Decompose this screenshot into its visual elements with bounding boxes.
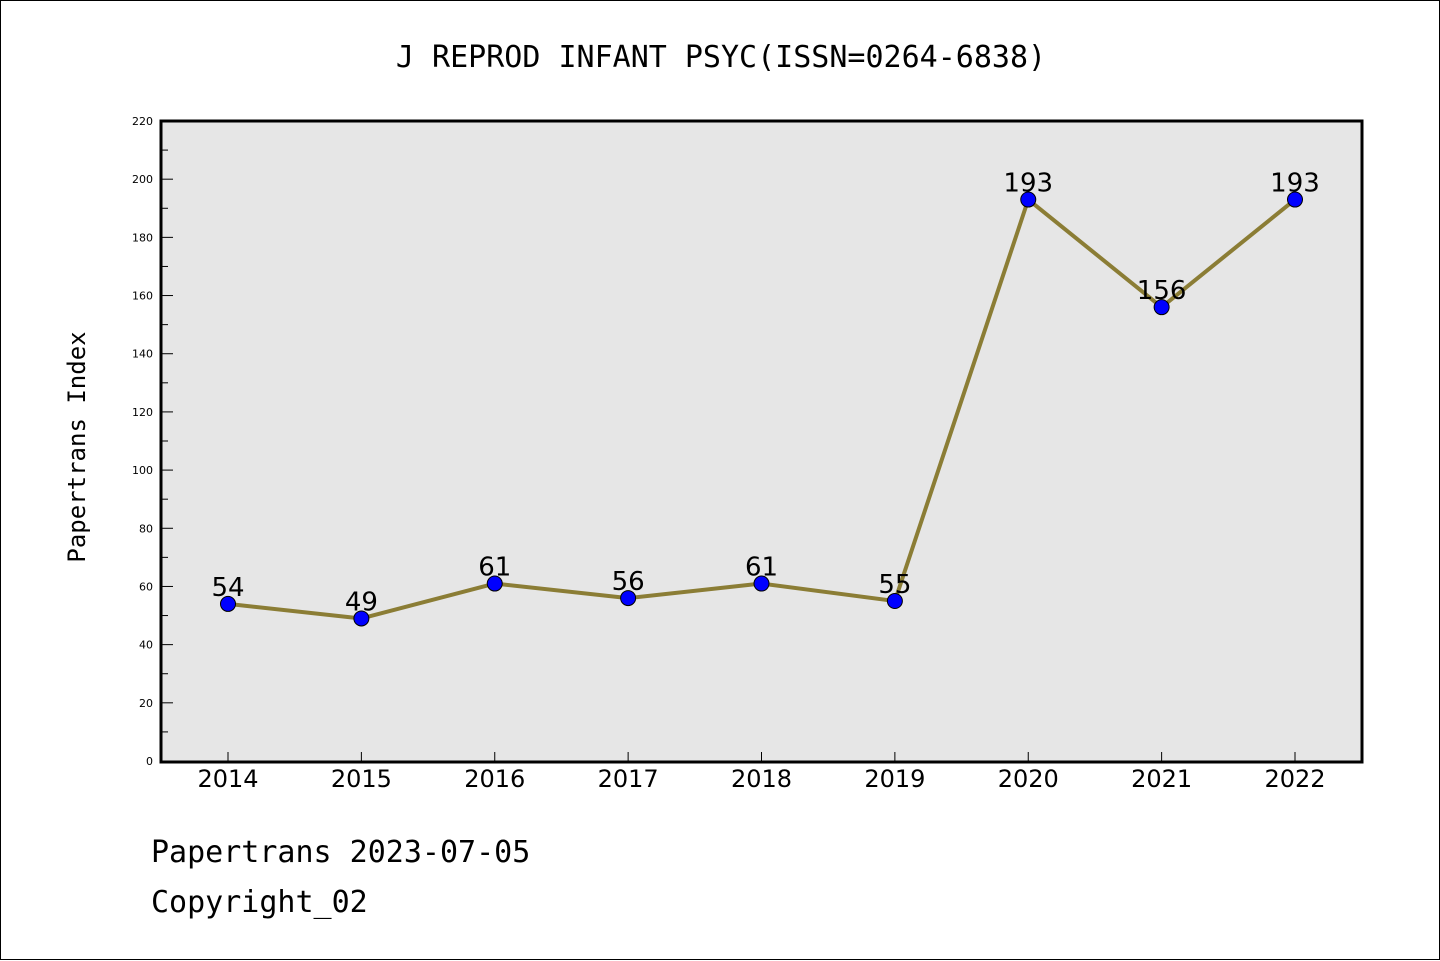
- plot-area: [159, 119, 1364, 764]
- y-axis: 0 20 40 60 80 100 120 140 160 180 200 220: [132, 115, 173, 768]
- y-tick-label: 200: [132, 173, 153, 186]
- data-point: [886, 593, 903, 609]
- chart-title: J REPROD INFANT PSYC(ISSN=0264-6838): [396, 40, 1046, 75]
- data-label: 49: [345, 587, 378, 617]
- data-point: [353, 610, 370, 627]
- data-point: [1287, 191, 1303, 208]
- x-tick-label: 2014: [197, 765, 258, 793]
- footer-date: Papertrans 2023-07-05: [151, 835, 531, 870]
- data-label: 156: [1137, 276, 1187, 306]
- x-tick-label: 2016: [464, 765, 525, 793]
- data-label: 193: [1270, 169, 1320, 199]
- y-tick-label: 160: [132, 290, 153, 303]
- data-point: [486, 575, 503, 592]
- x-axis: 2014 2015 2016 2017 2018 2019 2020 2021 2022: [197, 752, 1326, 793]
- x-tick-label: 2015: [331, 765, 392, 793]
- y-tick-label: 0: [146, 755, 153, 768]
- y-tick-label: 180: [132, 231, 153, 244]
- y-tick-label: 60: [139, 580, 153, 593]
- data-marker-group: [220, 191, 1303, 627]
- data-label: 193: [1003, 169, 1053, 199]
- y-tick-label: 20: [139, 697, 153, 710]
- x-tick-label: 2020: [998, 765, 1059, 793]
- data-point: [620, 590, 637, 607]
- y-tick-label: 140: [132, 348, 153, 361]
- data-label-group: 54 49 61 56 61 55 193 156 193: [211, 169, 1319, 618]
- data-label: 54: [211, 573, 244, 603]
- x-tick-label: 2021: [1131, 765, 1192, 793]
- data-label: 61: [478, 553, 511, 583]
- data-label: 61: [745, 553, 778, 583]
- data-label: 56: [612, 567, 645, 597]
- x-tick-label: 2018: [731, 765, 792, 793]
- data-point: [1153, 299, 1170, 316]
- y-tick-label: 120: [132, 406, 153, 419]
- data-point: [220, 595, 236, 612]
- data-point: [1020, 191, 1037, 208]
- y-axis-label: Papertrans Index: [63, 331, 91, 562]
- data-point: [753, 575, 770, 592]
- x-tick-label: 2017: [598, 765, 659, 793]
- x-tick-label: 2022: [1264, 765, 1325, 793]
- y-tick-label: 100: [132, 464, 153, 477]
- x-tick-label: 2019: [864, 765, 925, 793]
- y-tick-label: 40: [139, 639, 153, 652]
- y-tick-label: 80: [139, 522, 153, 535]
- y-tick-label: 220: [132, 115, 153, 128]
- data-label: 55: [878, 570, 911, 600]
- footer-copyright: Copyright_02: [151, 885, 368, 920]
